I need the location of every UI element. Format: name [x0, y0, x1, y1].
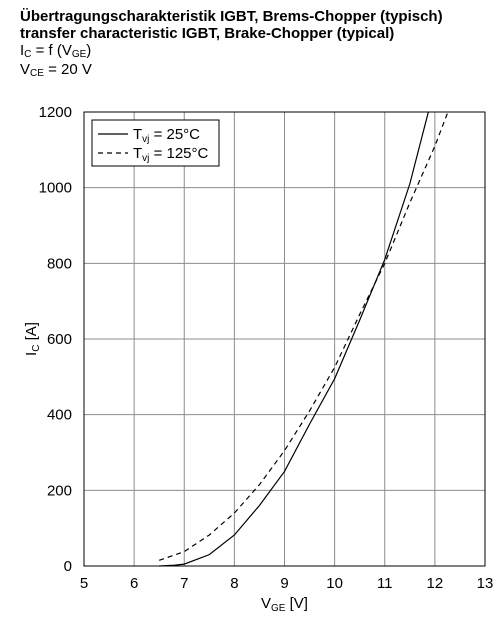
plot-frame — [83, 111, 486, 567]
x-tick-label-8: 8 — [230, 575, 238, 592]
series-line-1 — [159, 111, 429, 567]
x-tick-label-5: 5 — [80, 575, 88, 592]
chart-condition: VCE = 20 V — [20, 61, 495, 80]
formula-ic-subscript: C — [24, 49, 32, 60]
y-tick-label-200: 200 — [47, 482, 72, 499]
formula-vge-subscript: GE — [71, 49, 87, 60]
y-tick-label-800: 800 — [47, 255, 72, 272]
legend-box — [91, 119, 220, 167]
x-tick-label-6: 6 — [130, 575, 138, 592]
x-tick-label-10: 10 — [326, 575, 343, 592]
x-tick-label-13: 13 — [477, 575, 494, 592]
series-line-2 — [158, 111, 449, 561]
x-axis-label: VGE [V] — [261, 595, 308, 614]
axis-labels: VGE [V] IC [A] — [23, 322, 308, 614]
y-tick-label-600: 600 — [47, 331, 72, 348]
formula-function-text: = f (V — [31, 42, 72, 59]
tick-labels: 5 6 7 8 9 10 11 12 13 0 200 400 600 800 1000 1200 — [39, 104, 494, 592]
formula-close-paren: ) — [86, 42, 92, 59]
grid-lines — [84, 112, 485, 566]
y-tick-label-1200: 1200 — [39, 104, 72, 121]
y-tick-label-0: 0 — [64, 558, 72, 575]
y-tick-label-1000: 1000 — [39, 180, 72, 197]
legend-label-2: Tvj = 125°C — [133, 145, 209, 164]
condition-value: = 20 V — [43, 61, 92, 78]
x-tick-label-12: 12 — [427, 575, 444, 592]
condition-v-symbol: V — [20, 61, 31, 78]
x-tick-label-7: 7 — [180, 575, 188, 592]
legend-label-1: Tvj = 25°C — [133, 126, 200, 145]
chart-title-german: Übertragungscharakteristik IGBT, Brems-C… — [20, 8, 443, 25]
chart-title-english: transfer characteristic IGBT, Brake-Chop… — [20, 25, 395, 42]
formula-ic-symbol: I — [20, 42, 25, 59]
condition-ce-subscript: CE — [30, 68, 44, 79]
y-tick-label-400: 400 — [47, 407, 72, 424]
x-tick-label-11: 11 — [377, 575, 393, 592]
x-tick-label-9: 9 — [280, 575, 288, 592]
series-lines — [158, 111, 449, 567]
chart-header: Übertragungscharakteristik IGBT, Brems-C… — [20, 8, 495, 80]
chart-formula: IC = f (VGE) — [20, 42, 495, 61]
y-axis-label: IC [A] — [23, 322, 42, 356]
